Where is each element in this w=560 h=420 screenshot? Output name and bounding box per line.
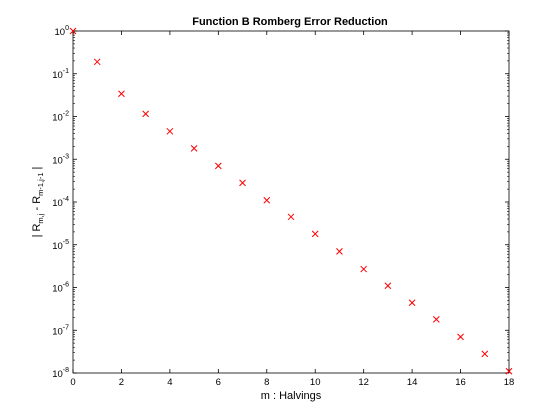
y-tick-label: 10-1 xyxy=(52,68,69,81)
y-tick-label: 10-8 xyxy=(52,367,69,380)
data-point xyxy=(118,90,125,98)
data-point xyxy=(69,27,77,35)
data-point xyxy=(214,162,222,170)
data-points xyxy=(69,27,513,375)
data-point xyxy=(336,248,343,255)
x-tick-label: 2 xyxy=(119,377,124,388)
data-point xyxy=(239,179,246,187)
data-point xyxy=(166,127,174,135)
x-tick-label: 0 xyxy=(70,377,75,388)
data-point xyxy=(93,58,101,66)
data-point xyxy=(360,265,368,273)
data-point xyxy=(481,350,489,358)
y-tick-label: 100 xyxy=(55,25,70,38)
y-tick-label: 10-4 xyxy=(52,196,69,209)
data-point xyxy=(311,230,319,238)
x-tick-label: 4 xyxy=(167,377,172,388)
data-point xyxy=(287,213,295,221)
x-tick-label: 12 xyxy=(358,377,369,388)
y-tick-label: 10-6 xyxy=(52,282,69,295)
y-tick-label: 10-5 xyxy=(52,239,69,252)
x-tick-label: 14 xyxy=(407,377,418,388)
data-point xyxy=(263,196,271,204)
data-point xyxy=(432,315,440,323)
x-axis-label: m : Halvings xyxy=(261,390,322,402)
y-tick-label: 10-7 xyxy=(52,324,69,337)
x-tick-label: 10 xyxy=(310,377,321,388)
data-point xyxy=(457,333,464,341)
x-tick-label: 6 xyxy=(216,377,221,388)
y-tick-label: 10-3 xyxy=(52,153,69,166)
x-tick-label: 16 xyxy=(455,377,466,388)
data-point xyxy=(384,282,392,290)
data-point xyxy=(190,144,198,152)
data-point xyxy=(408,299,416,307)
axis-ticks: 0 2 4 6 8 10 12 14 16 18 100 10-1 10-2 10-3 10-4 10-5 10… xyxy=(52,25,514,388)
x-tick-label: 18 xyxy=(504,377,515,388)
data-point xyxy=(142,110,150,118)
y-axis-label: | Rm,j - Rm-1,j-1 | xyxy=(31,167,45,238)
y-tick-label: 10-2 xyxy=(52,111,69,124)
data-point xyxy=(505,367,513,375)
plot-area xyxy=(72,30,510,374)
x-tick-label: 8 xyxy=(264,377,269,388)
chart-title: Function B Romberg Error Reduction xyxy=(192,16,388,28)
